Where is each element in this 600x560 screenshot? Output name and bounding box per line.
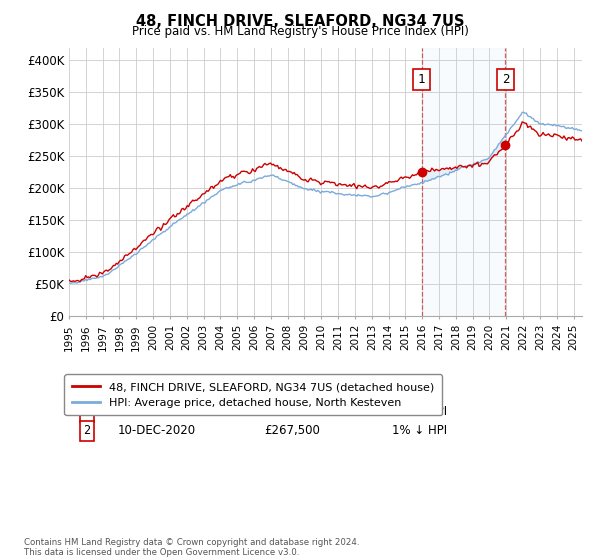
Text: £224,950: £224,950 [264,405,320,418]
Text: 1: 1 [83,405,91,418]
Legend: 48, FINCH DRIVE, SLEAFORD, NG34 7US (detached house), HPI: Average price, detach: 48, FINCH DRIVE, SLEAFORD, NG34 7US (det… [64,375,442,416]
Text: 2: 2 [83,424,91,437]
Text: £267,500: £267,500 [264,424,320,437]
Text: 48, FINCH DRIVE, SLEAFORD, NG34 7US: 48, FINCH DRIVE, SLEAFORD, NG34 7US [136,14,464,29]
Text: 18-DEC-2015: 18-DEC-2015 [118,405,196,418]
Text: 6% ↑ HPI: 6% ↑ HPI [392,405,448,418]
Text: 2: 2 [502,73,509,86]
Text: 1% ↓ HPI: 1% ↓ HPI [392,424,448,437]
Bar [422,48,505,316]
Text: Price paid vs. HM Land Registry's House Price Index (HPI): Price paid vs. HM Land Registry's House … [131,25,469,38]
Text: 1: 1 [418,73,425,86]
Text: 10-DEC-2020: 10-DEC-2020 [118,424,196,437]
Text: Contains HM Land Registry data © Crown copyright and database right 2024.
This d: Contains HM Land Registry data © Crown c… [24,538,359,557]
